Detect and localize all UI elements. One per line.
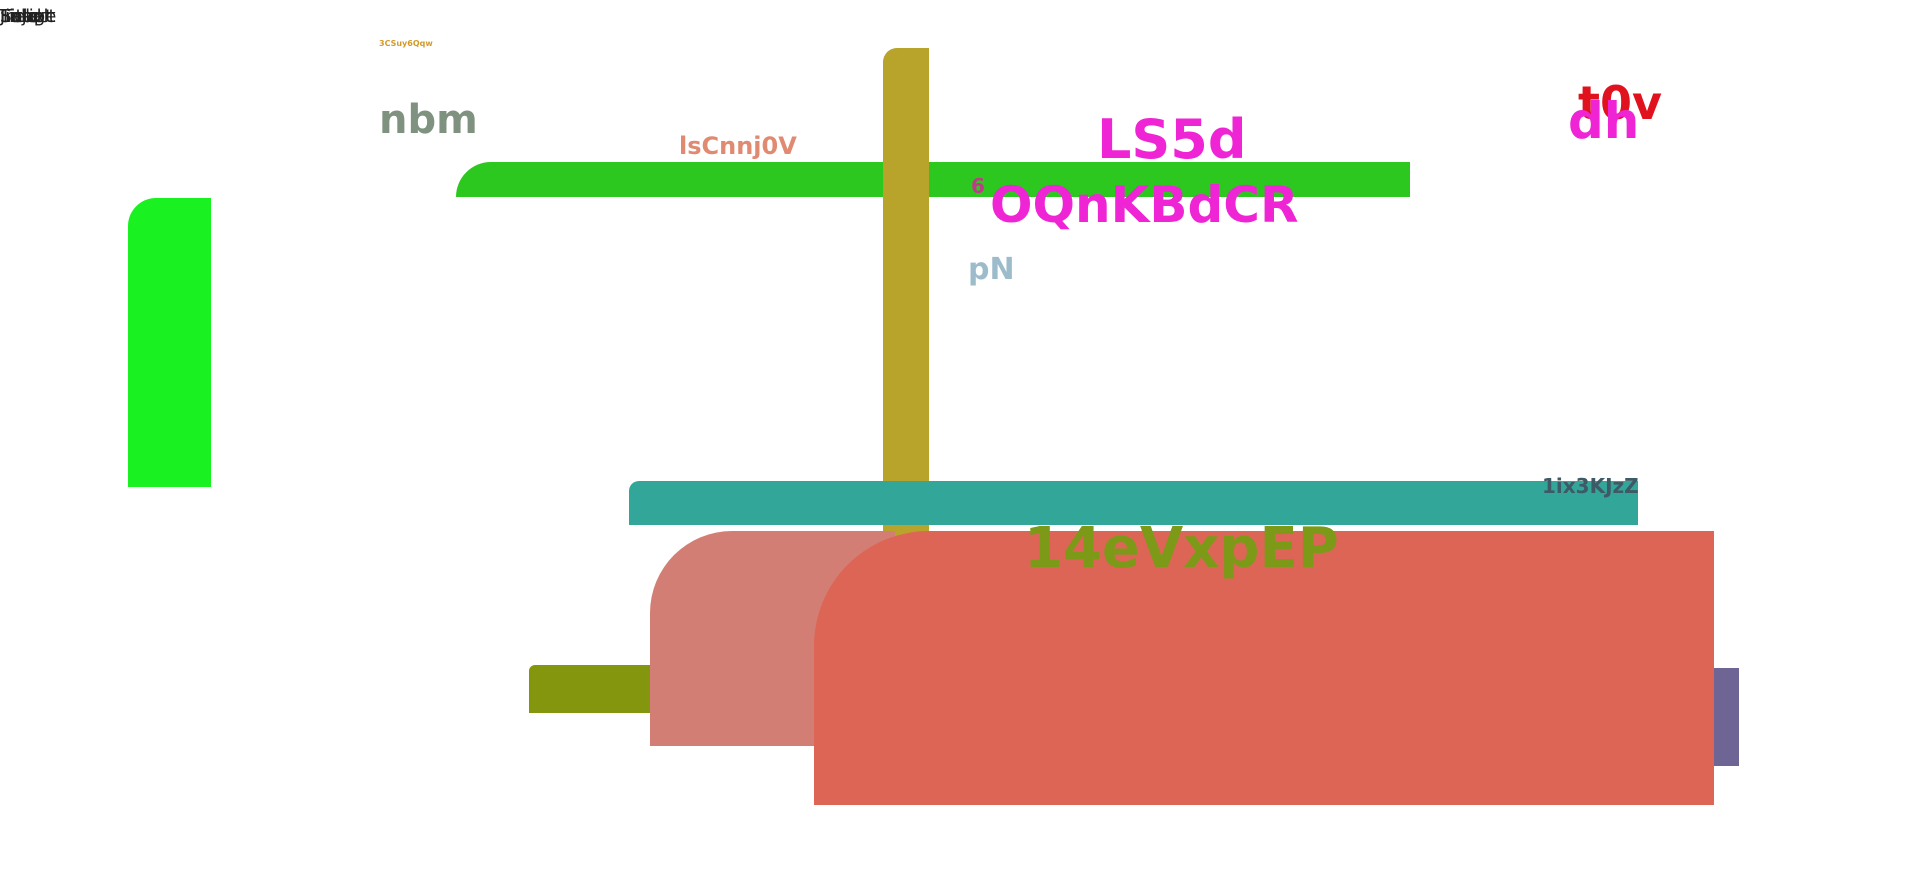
- nbm-label: nbm: [379, 97, 478, 143]
- tiny-label: 3CSuy6Qqw: [379, 39, 433, 48]
- dh-label: dh: [1568, 92, 1640, 150]
- green-vertical-block: [128, 198, 211, 487]
- olive-small-bar: [529, 665, 669, 713]
- ls5d-label: LS5d: [1097, 108, 1247, 171]
- pn-label: pN: [968, 252, 1015, 287]
- green-horizontal-bar: [456, 162, 1410, 197]
- salmon-panel-front: [814, 531, 1714, 805]
- overlapped-text-fragment: Jinja Script Image Label Select Title Fi…: [0, 5, 90, 29]
- corner-word: Image: [0, 6, 57, 27]
- corner-word: Field: [0, 6, 42, 27]
- corner-word: Title: [0, 6, 39, 27]
- corner-word: Script: [0, 6, 53, 27]
- corner-word: Jinja: [0, 6, 38, 27]
- corner-word: Select: [0, 6, 56, 27]
- teal-horizontal-bar: [629, 481, 1638, 525]
- isc-label: lsCnnj0V: [679, 132, 797, 160]
- six-label: 6: [971, 174, 985, 198]
- oqn-label: OQnKBdCR: [990, 176, 1299, 234]
- e14-label: 14eVxpEP: [1024, 516, 1339, 581]
- corner-word: Label: [0, 6, 49, 27]
- ix-label: 1ix3KJzZ: [1542, 474, 1639, 498]
- t0v-label: t0v: [1578, 76, 1662, 130]
